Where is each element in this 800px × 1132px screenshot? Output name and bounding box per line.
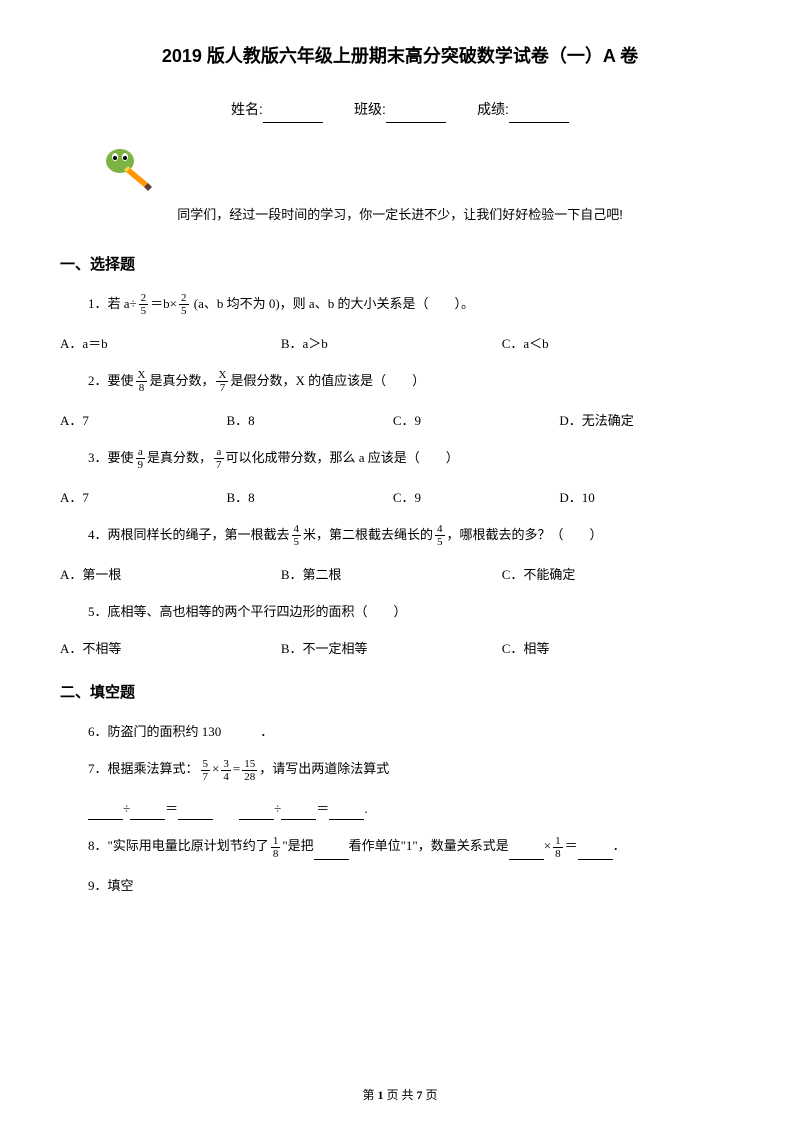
eq-sign: ＝ <box>165 801 178 816</box>
q1-mid1: ＝b× <box>150 296 177 311</box>
q4-mid2: ，哪根截去的多？（ ） <box>447 527 603 542</box>
fraction: a7 <box>214 446 224 471</box>
q3-mid2: 可以化成带分数，那么 a 应该是（ ） <box>226 450 459 465</box>
q4-options: A．第一根 B．第二根 C．不能确定 <box>60 563 740 586</box>
fraction: X7 <box>216 369 228 394</box>
footer-prefix: 第 <box>362 1088 377 1102</box>
div-sign: ÷ <box>123 801 130 816</box>
class-label: 班级: <box>354 97 386 122</box>
q4-prefix: 4．两根同样长的绳子，第一根截去 <box>88 527 290 542</box>
blank <box>578 846 613 860</box>
option-c: C．9 <box>393 486 556 509</box>
fraction: 45 <box>435 523 445 548</box>
question-1: 1．若 a÷25＝b×25 (a、b 均不为 0)，则 a、b 的大小关系是（ … <box>60 292 740 318</box>
blank <box>281 806 316 820</box>
option-c: C．不能确定 <box>502 563 720 586</box>
q7-prefix: 7．根据乘法算式： <box>88 761 199 776</box>
q8-p1: 8．"实际用电量比原计划节约了 <box>88 838 269 853</box>
name-label: 姓名: <box>231 97 263 122</box>
section2-title: 二、填空题 <box>60 679 740 706</box>
q8-p2: "是把 <box>282 838 313 853</box>
option-d: D．10 <box>559 486 722 509</box>
option-a: A．第一根 <box>60 563 278 586</box>
footer-suffix: 页 <box>423 1088 438 1102</box>
q2-mid1: 是真分数， <box>149 373 214 388</box>
blank <box>178 806 213 820</box>
blank <box>130 806 165 820</box>
fraction: 18 <box>553 835 563 860</box>
q3-options: A．7 B．8 C．9 D．10 <box>60 486 740 509</box>
footer-mid: 页 共 <box>383 1088 416 1102</box>
question-9: 9．填空 <box>60 874 740 897</box>
q8-p5: ＝ <box>565 838 578 853</box>
fraction: 1528 <box>242 758 257 783</box>
fraction: 25 <box>139 292 149 317</box>
div-sign: ÷ <box>274 801 281 816</box>
q4-mid1: 米，第二根截去绳长的 <box>303 527 433 542</box>
pencil-icon <box>100 143 160 193</box>
fraction: X8 <box>136 369 148 394</box>
score-label: 成绩: <box>477 97 509 122</box>
fraction: 45 <box>292 523 302 548</box>
page-footer: 第 1 页 共 7 页 <box>0 1085 800 1107</box>
question-6: 6．防盗门的面积约 130 ． <box>60 720 740 743</box>
q3-prefix: 3．要使 <box>88 450 134 465</box>
option-c: C．9 <box>393 409 556 432</box>
fraction: 18 <box>271 835 281 860</box>
q1-options: A．a＝b B．a＞b C．a＜b <box>60 332 740 355</box>
question-8: 8．"实际用电量比原计划节约了18"是把看作单位"1"，数量关系式是×18＝． <box>60 834 740 860</box>
blank <box>329 806 364 820</box>
fraction: 34 <box>221 758 231 783</box>
q2-mid2: 是假分数，X 的值应该是（ ） <box>230 373 425 388</box>
q8-p3: 看作单位"1"，数量关系式是 <box>349 838 509 853</box>
option-b: B．8 <box>226 486 389 509</box>
fraction: 25 <box>179 292 189 317</box>
question-4: 4．两根同样长的绳子，第一根截去45米，第二根截去绳长的45，哪根截去的多？（ … <box>60 523 740 549</box>
info-line: 姓名: 班级: 成绩: <box>60 97 740 122</box>
q8-p6: ． <box>613 838 626 853</box>
option-b: B．不一定相等 <box>281 637 499 660</box>
option-d: D．无法确定 <box>559 409 722 432</box>
option-b: B．a＞b <box>281 332 499 355</box>
q7-suffix: ，请写出两道除法算式 <box>259 761 389 776</box>
q2-prefix: 2．要使 <box>88 373 134 388</box>
section1-title: 一、选择题 <box>60 251 740 278</box>
fraction: 57 <box>201 758 211 783</box>
question-3: 3．要使a9是真分数，a7可以化成带分数，那么 a 应该是（ ） <box>60 446 740 472</box>
blank <box>509 846 544 860</box>
question-7: 7．根据乘法算式：57×34=1528，请写出两道除法算式 <box>60 757 740 783</box>
score-blank <box>509 105 569 123</box>
encourage-text: 同学们，经过一段时间的学习，你一定长进不少，让我们好好检验一下自己吧! <box>60 203 740 226</box>
eq-sign: ＝ <box>316 801 329 816</box>
blank <box>239 806 274 820</box>
option-c: C．a＜b <box>502 332 720 355</box>
question-2: 2．要使X8是真分数，X7是假分数，X 的值应该是（ ） <box>60 369 740 395</box>
option-b: B．8 <box>226 409 389 432</box>
q1-mid2: (a、b 均不为 0)，则 a、b 的大小关系是（ ）。 <box>191 296 474 311</box>
blank <box>88 806 123 820</box>
q5-options: A．不相等 B．不一定相等 C．相等 <box>60 637 740 660</box>
q1-prefix: 1．若 a÷ <box>88 296 137 311</box>
name-blank <box>263 105 323 123</box>
option-a: A．7 <box>60 409 223 432</box>
q2-options: A．7 B．8 C．9 D．无法确定 <box>60 409 740 432</box>
option-a: A．不相等 <box>60 637 278 660</box>
fraction: a9 <box>136 446 146 471</box>
question-5: 5．底相等、高也相等的两个平行四边形的面积（ ） <box>60 600 740 623</box>
blank <box>314 846 349 860</box>
question-7-line2: ÷ ＝ ÷ ＝. <box>60 797 740 820</box>
q8-p4: × <box>544 838 551 853</box>
option-a: A．7 <box>60 486 223 509</box>
q3-mid1: 是真分数， <box>147 450 212 465</box>
option-a: A．a＝b <box>60 332 278 355</box>
exam-title: 2019 版人教版六年级上册期末高分突破数学试卷（一）A 卷 <box>60 40 740 72</box>
dot: . <box>364 801 367 816</box>
option-b: B．第二根 <box>281 563 499 586</box>
option-c: C．相等 <box>502 637 720 660</box>
class-blank <box>386 105 446 123</box>
